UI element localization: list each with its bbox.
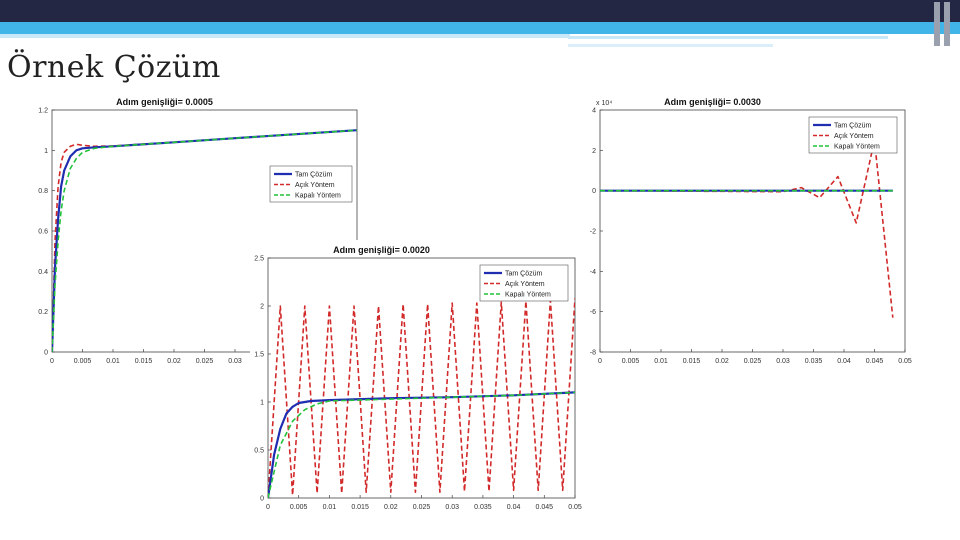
x-tick-label: 0.005 — [622, 358, 640, 365]
series-line-implicit — [52, 129, 357, 352]
x-tick-label: 0 — [266, 504, 270, 511]
legend-entry: Tam Çözüm — [295, 172, 333, 179]
y-axis-multiplier: x 10⁴ — [596, 100, 612, 107]
x-tick-label: 0.035 — [474, 504, 492, 511]
x-tick-label: 0.045 — [536, 504, 554, 511]
x-tick-label: 0.02 — [715, 358, 729, 365]
x-tick-label: 0.04 — [837, 358, 851, 365]
x-tick-label: 0.045 — [866, 358, 884, 365]
x-tick-label: 0.02 — [384, 504, 398, 511]
x-tick-label: 0 — [598, 358, 602, 365]
legend-entry: Kapalı Yöntem — [295, 193, 341, 200]
x-tick-label: 0.025 — [413, 504, 431, 511]
x-tick-label: 0.015 — [135, 358, 153, 365]
x-tick-label: 0.03 — [445, 504, 459, 511]
y-tick-label: 2 — [260, 304, 264, 311]
y-tick-label: 1 — [260, 400, 264, 407]
chart-title: Adım genişliği= 0.0020 — [333, 245, 430, 255]
x-tick-label: 0.03 — [776, 358, 790, 365]
y-tick-label: 4 — [592, 108, 596, 115]
x-tick-label: 0.01 — [654, 358, 668, 365]
x-tick-label: 0.01 — [106, 358, 120, 365]
y-tick-label: -4 — [590, 269, 596, 276]
y-tick-label: 0 — [44, 350, 48, 357]
legend-box — [808, 116, 898, 154]
chart-step-0005: Adım genişliği= 0.0005 0 0.2 0.4 0.6 0.8 1 1.2 0… — [12, 92, 362, 374]
top-banner-stripe — [0, 22, 960, 34]
x-tick-label: 0.01 — [323, 504, 337, 511]
legend-box — [479, 264, 569, 302]
x-tick-label: 0.04 — [507, 504, 521, 511]
series-line-explicit — [600, 139, 894, 318]
y-tick-label: -6 — [590, 309, 596, 316]
x-tick-label: 0 — [50, 358, 54, 365]
y-tick-label: 0.4 — [38, 269, 48, 276]
legend-entry: Açık Yöntem — [505, 281, 545, 288]
x-tick-label: 0.05 — [898, 358, 912, 365]
y-tick-label: 2 — [592, 148, 596, 155]
x-tick-label: 0.02 — [167, 358, 181, 365]
top-banner — [0, 0, 960, 22]
legend-entry: Kapalı Yöntem — [834, 144, 880, 151]
y-tick-label: 0.5 — [254, 448, 264, 455]
chart-step-0020: Adım genişliği= 0.0020 0 0.5 1 1.5 2 2.5 0 0.005… — [250, 240, 582, 520]
legend-entry: Tam Çözüm — [505, 271, 543, 278]
y-tick-label: -2 — [590, 229, 596, 236]
x-tick-label: 0.03 — [228, 358, 242, 365]
y-tick-label: 0.8 — [38, 188, 48, 195]
top-banner-line-2 — [568, 44, 773, 47]
chart-title: Adım genişliği= 0.0005 — [116, 97, 213, 107]
chart-title: Adım genişliği= 0.0030 — [664, 97, 761, 107]
y-tick-label: 2.5 — [254, 256, 264, 263]
y-tick-label: 0 — [260, 496, 264, 503]
top-banner-shade — [0, 34, 570, 38]
y-tick-label: 0.2 — [38, 309, 48, 316]
y-tick-label: 1.5 — [254, 352, 264, 359]
x-tick-label: 0.015 — [683, 358, 701, 365]
y-tick-label: 0.6 — [38, 229, 48, 236]
y-tick-label: 1.2 — [38, 108, 48, 115]
x-tick-label: 0.035 — [805, 358, 823, 365]
legend-entry: Açık Yöntem — [834, 133, 874, 140]
x-tick-label: 0.015 — [351, 504, 369, 511]
legend-entry: Tam Çözüm — [834, 123, 872, 130]
x-tick-label: 0.005 — [74, 358, 92, 365]
window-control — [944, 2, 950, 46]
legend-entry: Kapalı Yöntem — [505, 292, 551, 299]
y-tick-label: 0 — [592, 188, 596, 195]
page-title: Örnek Çözüm — [7, 50, 221, 85]
series-line-implicit — [268, 391, 575, 498]
x-tick-label: 0.05 — [568, 504, 582, 511]
x-tick-label: 0.025 — [196, 358, 214, 365]
x-tick-label: 0.025 — [744, 358, 762, 365]
legend-entry: Açık Yöntem — [295, 182, 335, 189]
y-tick-label: 1 — [44, 148, 48, 155]
series-line-exact — [268, 391, 575, 498]
x-tick-label: 0.005 — [290, 504, 308, 511]
y-tick-label: -8 — [590, 350, 596, 357]
window-control — [934, 2, 940, 46]
top-banner-line — [568, 36, 888, 39]
